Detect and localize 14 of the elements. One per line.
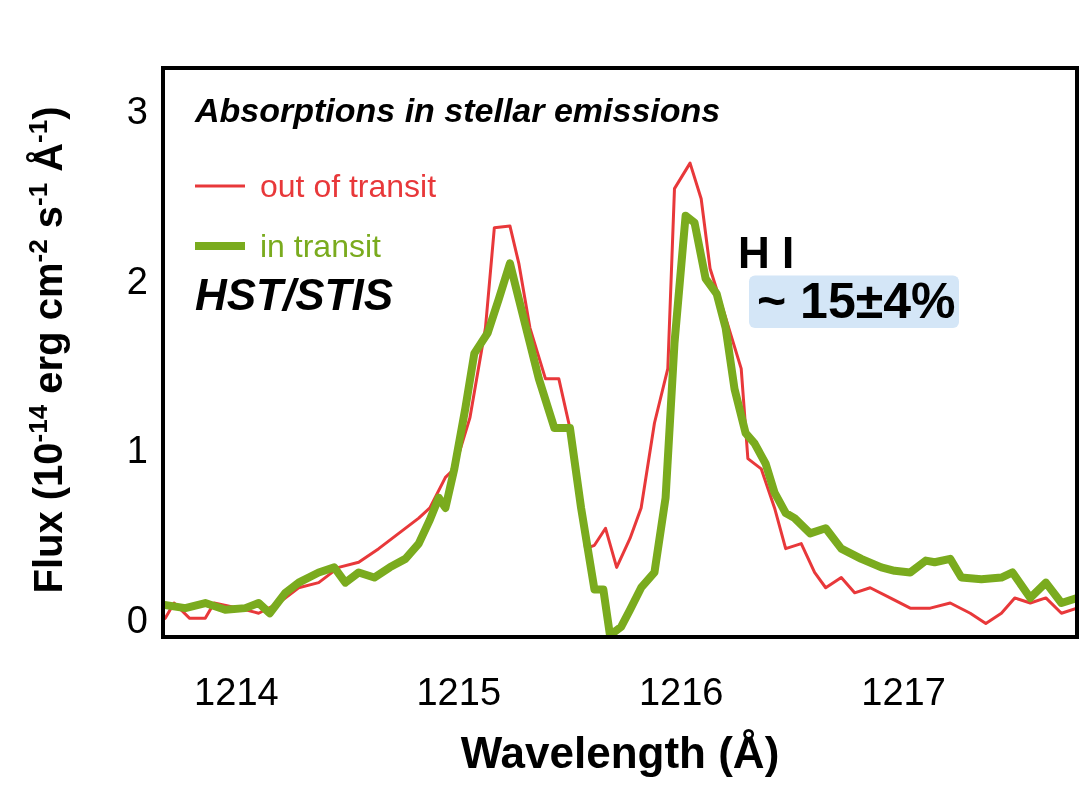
x-tick-label: 1216 bbox=[638, 671, 724, 713]
y-tick-label: 0 bbox=[126, 599, 148, 642]
x-tick-label: 1214 bbox=[194, 671, 279, 713]
annotation: HST/STIS bbox=[195, 270, 394, 319]
x-axis-title: Wavelength (Å) bbox=[460, 728, 780, 777]
y-tick-label: 2 bbox=[126, 259, 148, 302]
text: Absorptions in stellar emissions bbox=[194, 91, 721, 129]
y-tick-label: 1 bbox=[126, 429, 148, 472]
legend-label: in transit bbox=[260, 228, 382, 265]
y-tick-label: 3 bbox=[126, 89, 148, 132]
annotation: H I bbox=[738, 228, 795, 277]
legend-label: out of transit bbox=[260, 168, 437, 205]
x-tick-label: 1217 bbox=[861, 671, 946, 713]
x-tick-label: 1215 bbox=[416, 671, 502, 713]
